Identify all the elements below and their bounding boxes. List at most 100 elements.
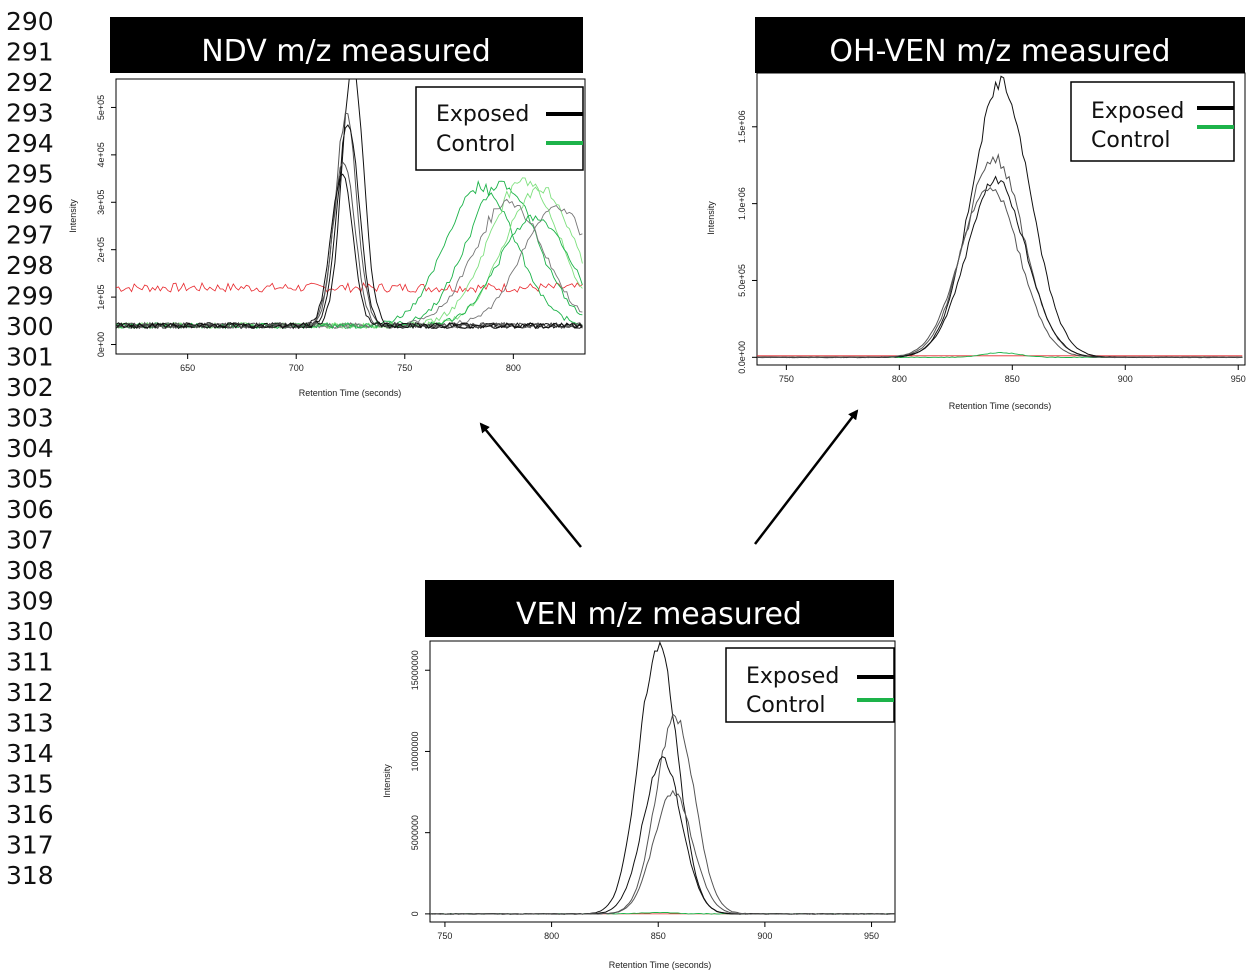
x-tick-label: 900 [757, 931, 772, 941]
line-number: 303 [6, 404, 54, 433]
y-tick-label: 0.0e+00 [737, 341, 747, 374]
x-tick-label: 800 [506, 363, 521, 373]
y-tick-label: 5e+05 [96, 95, 106, 120]
line-number: 300 [6, 312, 54, 341]
plot-area-ohven: 750 800 850 900 950 0.0e+00 5.0e+05 1.0e+06 1.5e… [737, 75, 1246, 384]
series-group [116, 79, 583, 330]
legend-exposed-label: Exposed [436, 102, 529, 127]
x-tick-label: 950 [1231, 374, 1246, 384]
exposed-series [757, 175, 1243, 359]
control-series [116, 198, 583, 330]
series-group [430, 641, 895, 915]
legend-box-ven [725, 647, 895, 723]
exposed-series [430, 756, 895, 915]
arrow-to-ndv [479, 422, 582, 548]
line-number: 309 [6, 587, 54, 616]
arrow-to-ohven [754, 409, 859, 545]
legend-box-ndv [415, 86, 584, 171]
line-number: 314 [6, 739, 54, 768]
x-tick-label: 850 [1005, 374, 1020, 384]
ylabel-ohven: Intensity [706, 201, 716, 235]
line-number: 311 [6, 648, 54, 677]
line-number: 302 [6, 373, 54, 402]
line-number: 318 [6, 861, 54, 890]
legend-ndv: Exposed Control [415, 86, 584, 171]
x-tick-label: 750 [397, 363, 412, 373]
exposed-series [116, 173, 583, 330]
title-ndv: NDV m/z measured [201, 34, 491, 69]
line-number: 305 [6, 465, 54, 494]
line-number: 306 [6, 495, 54, 524]
line-number: 290 [6, 7, 54, 36]
y-tick-label: 4e+05 [96, 142, 106, 167]
x-tick-label: 650 [180, 363, 195, 373]
exposed-series [757, 152, 1243, 359]
line-number: 298 [6, 251, 54, 280]
plot-area-ven: 750 800 850 900 950 0 5000000 10000000 15000000 [410, 641, 895, 941]
title-ven: VEN m/z measured [516, 597, 802, 632]
line-number: 292 [6, 68, 54, 97]
line-number: 312 [6, 678, 54, 707]
plot-frame-ven [429, 640, 896, 923]
legend-control-label: Control [436, 132, 516, 157]
line-number: 301 [6, 343, 54, 372]
plot-area-ndv: 650 700 750 800 0e+00 1e+05 2e+05 3e+05 4e+05 5e+… [96, 79, 583, 373]
exposed-series [757, 186, 1243, 359]
line-numbers: 2902912922932942952962972982993003013023… [6, 7, 54, 890]
line-number: 295 [6, 160, 54, 189]
title-bar-ven [425, 580, 894, 637]
y-tick-label: 10000000 [410, 731, 420, 771]
line-number: 304 [6, 434, 54, 463]
legend-control-label: Control [1091, 128, 1171, 153]
line-number: 299 [6, 282, 54, 311]
y-tick-label: 15000000 [410, 650, 420, 690]
x-tick-label: 850 [651, 931, 666, 941]
control-series [116, 205, 583, 330]
line-number: 307 [6, 526, 54, 555]
legend-exposed-label: Exposed [746, 664, 839, 689]
line-number: 291 [6, 38, 54, 67]
legend-ohven: Exposed Control [1070, 81, 1235, 162]
y-tick-label: 2e+05 [96, 237, 106, 262]
x-tick-label: 750 [437, 931, 452, 941]
line-number: 315 [6, 770, 54, 799]
x-tick-label: 900 [1118, 374, 1133, 384]
x-tick-label: 750 [779, 374, 794, 384]
ylabel-ndv: Intensity [68, 199, 78, 233]
panel-ven: VEN m/z measured 750 800 850 900 950 0 5000000… [382, 580, 896, 970]
y-tick-label: 3e+05 [96, 190, 106, 215]
x-tick-label: 800 [892, 374, 907, 384]
legend-control-label: Control [746, 693, 826, 718]
series-group [757, 75, 1243, 359]
title-bar-ndv [110, 17, 583, 73]
y-tick-label: 1.5e+06 [737, 110, 747, 143]
exposed-series [430, 789, 895, 915]
xlabel-ven: Retention Time (seconds) [609, 960, 712, 970]
legend-box-ohven [1070, 81, 1235, 162]
title-bar-ohven [755, 17, 1245, 73]
y-tick-label: 5.0e+05 [737, 264, 747, 297]
line-number: 317 [6, 831, 54, 860]
line-number: 313 [6, 709, 54, 738]
arrows [479, 409, 859, 548]
line-number: 316 [6, 800, 54, 829]
red-trace [116, 281, 583, 294]
y-tick-label: 1.0e+06 [737, 187, 747, 220]
panel-ohven: OH-VEN m/z measured 750 800 850 900 950 0.0e+… [706, 17, 1246, 411]
exposed-series [116, 161, 583, 330]
y-tick-label: 0e+00 [96, 332, 106, 357]
plot-frame-ndv [115, 78, 586, 355]
plot-frame-ohven [756, 72, 1246, 366]
ylabel-ven: Intensity [382, 764, 392, 798]
line-number: 296 [6, 190, 54, 219]
line-number: 308 [6, 556, 54, 585]
y-tick-label: 1e+05 [96, 284, 106, 309]
xlabel-ohven: Retention Time (seconds) [949, 401, 1052, 411]
xlabel-ndv: Retention Time (seconds) [299, 388, 402, 398]
line-number: 310 [6, 617, 54, 646]
x-tick-label: 800 [544, 931, 559, 941]
x-tick-label: 950 [864, 931, 879, 941]
line-number: 293 [6, 99, 54, 128]
x-tick-label: 700 [289, 363, 304, 373]
legend-ven: Exposed Control [725, 647, 895, 723]
